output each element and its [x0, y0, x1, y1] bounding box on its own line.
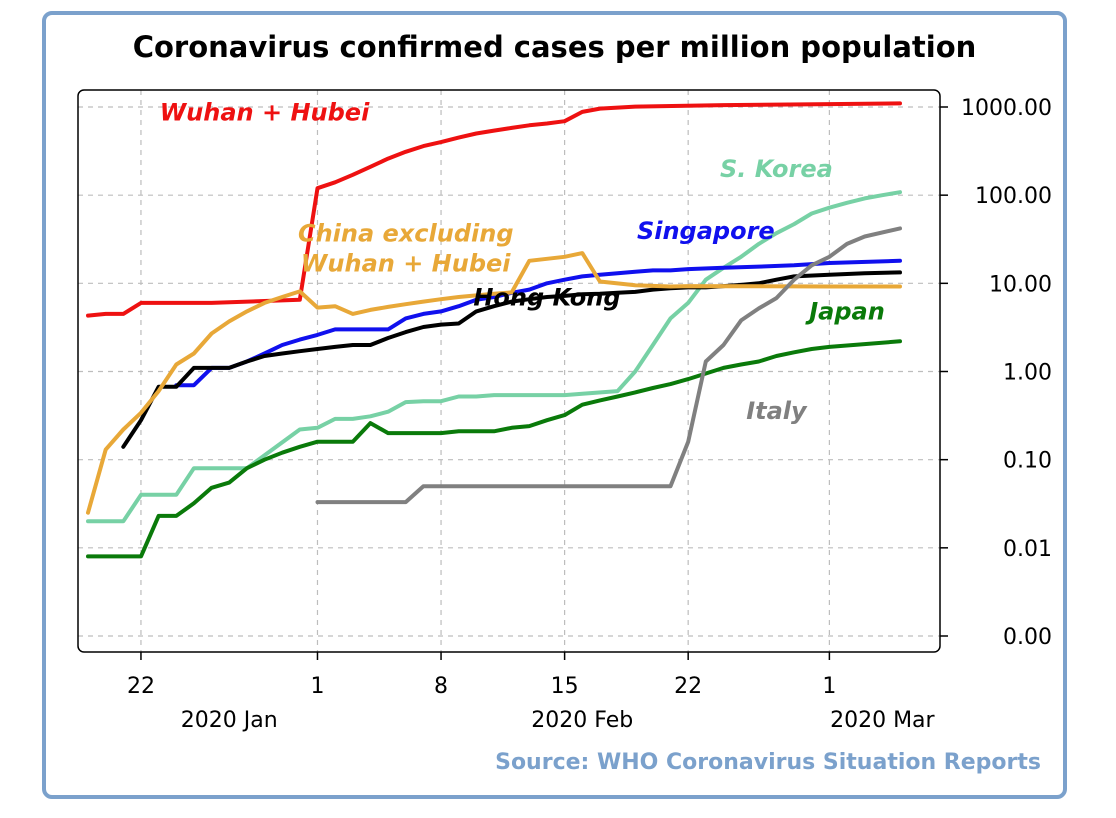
x-tick-label: 1 — [310, 674, 324, 699]
axes: 0.00 0.01 0.10 1.00 10.00 100.00 1000.00 22 1 8 15… — [127, 96, 1052, 733]
y-tick-label: 0.00 — [1003, 625, 1052, 650]
x-tick-label: 22 — [674, 674, 702, 699]
series-line-s-korea — [86, 190, 902, 524]
y-tick-label: 0.10 — [1003, 449, 1052, 474]
y-tick-label: 0.01 — [1003, 537, 1052, 562]
series-line-italy — [315, 226, 902, 505]
series-line-wuhan-hubei — [86, 101, 902, 318]
x-tick-label: 22 — [127, 674, 155, 699]
series-label-s-korea: S. Korea — [720, 155, 833, 183]
series-line-singapore — [174, 258, 902, 388]
series-line-china-excluding-wuhan-hubei — [86, 251, 902, 515]
series-label-japan: Japan — [805, 297, 885, 325]
y-tick-label: 100.00 — [975, 184, 1052, 209]
series-label-singapore: Singapore — [637, 217, 775, 245]
x-month-label: 2020 Mar — [830, 708, 935, 733]
y-tick-label: 10.00 — [989, 272, 1052, 297]
chart-title: Coronavirus confirmed cases per million … — [132, 30, 977, 64]
x-month-label: 2020 Feb — [531, 708, 633, 733]
series-lines — [86, 101, 902, 559]
x-tick-label: 8 — [434, 674, 448, 699]
x-month-label: 2020 Jan — [181, 708, 278, 733]
series-label-hong-kong: Hong Kong — [473, 284, 620, 312]
grid — [78, 90, 940, 652]
chart-frame — [42, 11, 1067, 799]
x-tick-label: 15 — [551, 674, 579, 699]
source-note: Source: WHO Coronavirus Situation Report… — [495, 750, 1041, 775]
y-tick-label: 1000.00 — [961, 96, 1052, 121]
series-labels: Wuhan + Hubei S. Korea Singapore Hong Kong C… — [160, 99, 885, 425]
series-label-china-excluding-wuhan-hubei: China excluding Wuhan + Hubei — [298, 219, 514, 277]
series-line-japan — [86, 339, 902, 559]
x-tick-label: 1 — [822, 674, 836, 699]
y-tick-label: 1.00 — [1003, 361, 1052, 386]
series-label-wuhan-hubei: Wuhan + Hubei — [160, 99, 370, 127]
series-label-italy: Italy — [746, 397, 808, 425]
